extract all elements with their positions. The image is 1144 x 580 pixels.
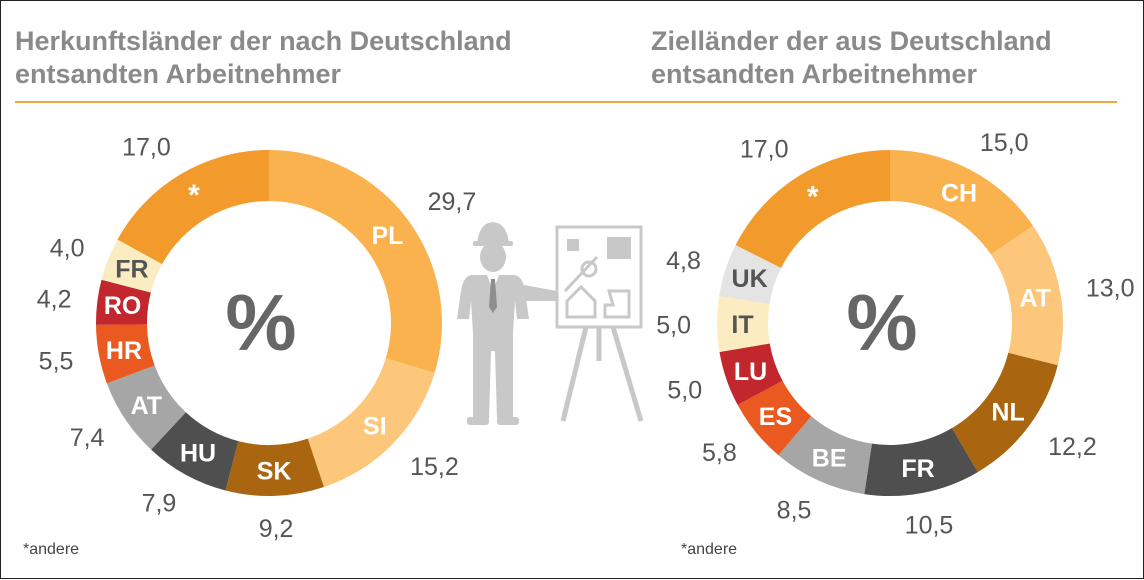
donut-right-slice-nl	[951, 352, 1058, 473]
donut-right-label-lu: LU	[734, 358, 767, 386]
donut-left-slice-hu	[151, 412, 239, 491]
presenter-head	[480, 242, 506, 272]
footnote-left: *andere	[23, 541, 80, 558]
donut-right-slice-be	[778, 416, 872, 495]
title-divider	[15, 101, 1117, 103]
donut-right-value-at: 13,0	[1086, 274, 1135, 302]
donut-left-value-si: 15,2	[410, 453, 459, 481]
donut-left-value-fr: 4,0	[50, 234, 85, 262]
donut-right-center-symbol: %	[846, 278, 917, 367]
chart-title-left-line-2: entsandten Arbeitnehmer	[15, 59, 342, 89]
donut-left-value-hr: 5,5	[39, 347, 74, 375]
donut-right-value-lu: 5,0	[667, 377, 702, 405]
donut-right-value-nl: 12,2	[1048, 433, 1097, 461]
chart-title-right-line-2: entsandten Arbeitnehmer	[651, 59, 978, 89]
donut-left-value-pl: 29,7	[428, 188, 477, 216]
donut-right-slice-uk	[719, 245, 782, 305]
donut-left-label-andere: *	[188, 179, 200, 212]
easel-leg-left	[560, 326, 589, 422]
donut-right-label-uk: UK	[732, 265, 768, 293]
donut-left-slice-at	[106, 365, 186, 450]
donut-left-slice-sk	[225, 438, 324, 497]
donut-right-label-ch: CH	[941, 180, 977, 208]
tie-icon	[489, 279, 497, 313]
donut-left-slice-ro	[96, 279, 151, 325]
donut-left-slice-pl	[269, 150, 442, 374]
donut-left-label-hu: HU	[180, 439, 216, 467]
donut-right-value-uk: 4,8	[666, 247, 701, 275]
donut-left-value-hu: 7,9	[142, 490, 177, 518]
chart-title-right-line-1: Zielländer der aus Deutschland	[651, 26, 1052, 56]
donut-right-value-andere: 17,0	[740, 135, 789, 163]
donut-left-slice-hr	[96, 324, 155, 384]
donut-chart-left: PL 29,7 SI 15,2 SK 9,2 HU7,9 AT 7,4 HR 5,5 RO 4,2 FR 4…	[37, 133, 477, 542]
donut-right-value-ch: 15,0	[980, 129, 1029, 157]
donut-right-value-be: 8,5	[777, 497, 812, 525]
presenter-illustration	[457, 222, 644, 425]
presenter-shoe-left	[467, 417, 489, 425]
board-circle-icon	[580, 260, 598, 278]
hard-hat-icon	[477, 222, 509, 244]
donut-left-label-fr: FR	[115, 256, 148, 284]
board-rectangle-icon	[607, 237, 631, 259]
donut-left-value-ro: 4,2	[37, 285, 72, 313]
donut-left-value-at: 7,4	[70, 424, 105, 452]
donut-right-label-it: IT	[731, 311, 753, 339]
chart-title-right: Zielländer der aus Deutschland entsandte…	[651, 25, 1052, 91]
donut-left-label-at: AT	[131, 392, 162, 420]
donut-left-value-andere: 17,0	[122, 133, 171, 161]
donut-right-value-fr: 10,5	[905, 511, 954, 539]
donut-left-value-sk: 9,2	[259, 515, 294, 543]
donut-right-label-fr: FR	[901, 455, 934, 483]
chart-title-left: Herkunftsländer der nach Deutschland ent…	[15, 25, 512, 91]
donut-right-label-nl: NL	[991, 398, 1024, 426]
donut-left-label-sk: SK	[257, 457, 292, 485]
donut-right-slice-fr	[864, 428, 978, 496]
donut-left-slice-andere	[117, 150, 269, 265]
donut-right-label-at: AT	[1019, 284, 1050, 312]
presenter-legs	[473, 333, 513, 419]
footnote-right: *andere	[681, 541, 738, 558]
donut-left-label-ro: RO	[104, 292, 142, 320]
board-square-icon	[567, 239, 579, 251]
donut-right-label-be: BE	[812, 444, 847, 472]
donut-left-label-hr: HR	[106, 337, 142, 365]
donut-right-slice-it	[717, 296, 770, 353]
easel-leg-right	[610, 326, 644, 422]
board-house-icon	[565, 284, 597, 319]
donut-left-label-si: SI	[363, 413, 387, 441]
donut-left-label-pl: PL	[371, 222, 403, 250]
chart-title-left-line-1: Herkunftsländer der nach Deutschland	[15, 26, 512, 56]
donut-right-slice-lu	[719, 343, 783, 405]
donut-left-slice-fr	[101, 239, 163, 293]
presenter-arm	[513, 283, 557, 301]
donut-right-value-it: 5,0	[656, 311, 691, 339]
donut-left-slice-si	[307, 358, 435, 488]
presenter-shoe-right	[497, 417, 519, 425]
donut-right-slice-es	[737, 380, 812, 456]
donut-right-label-andere: *	[807, 180, 819, 213]
donut-right-slice-ch	[890, 150, 1034, 255]
donut-right-value-es: 5,8	[702, 439, 737, 467]
donut-right-slice-andere	[735, 150, 890, 269]
donut-right-label-es: ES	[759, 403, 792, 431]
donut-left-center-symbol: %	[225, 278, 296, 367]
donut-right-slice-at	[990, 225, 1064, 366]
board-plan-icon	[603, 289, 631, 319]
